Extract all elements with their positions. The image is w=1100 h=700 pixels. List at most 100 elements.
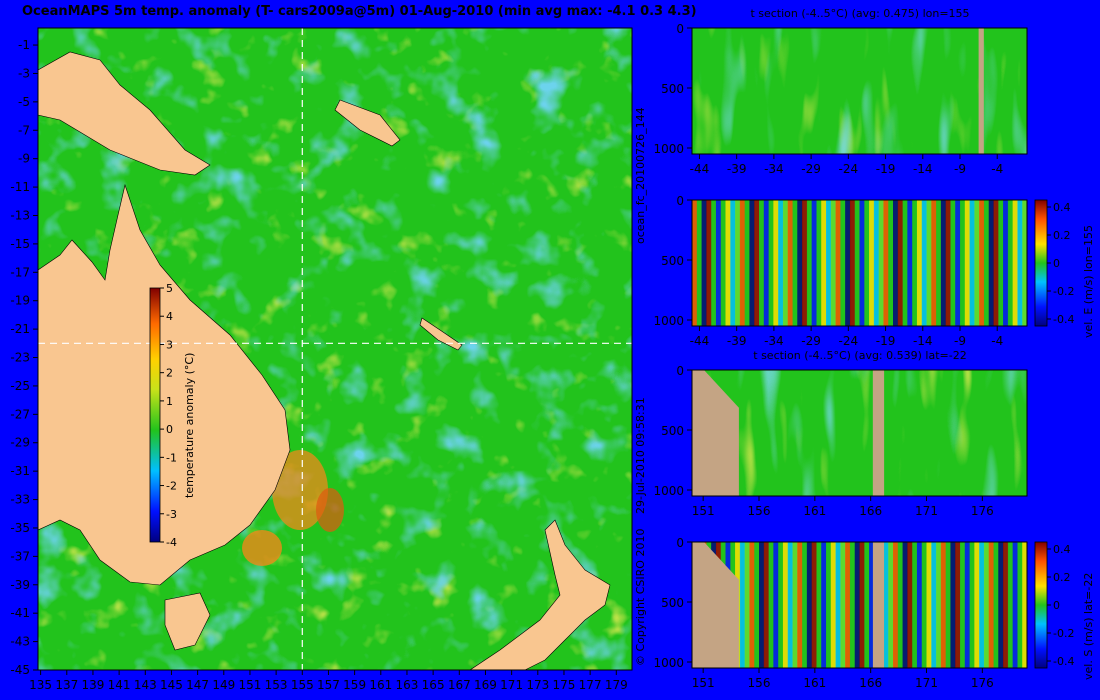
v-section-lon-x-tick-label: -34 [764,334,784,348]
v-section-lat-y-tick-label: 1000 [653,656,684,670]
map-y-tick-label: -25 [10,379,30,393]
map-x-tick-label: 171 [500,678,523,692]
v-section-lon-stripe [902,200,908,326]
v-section-lat-stripe [754,542,760,668]
v-section-lon-stripe [921,200,927,326]
v-section-lon-stripe [854,200,860,326]
t-section-lon: -44 -39 -34 -29 -24 -19 -14 -9 -4 0 500 1000 [653,22,1028,176]
v-section-lat-x-tick-label: 161 [803,676,826,690]
t-section-lat-x-tick-label: 166 [859,504,882,518]
v-section-lat-stripe [893,542,899,668]
v-section-lat-stripe [830,542,837,668]
v-section-lat-stripe [883,542,889,668]
map-colorbar-tick-label: -4 [166,536,177,549]
v-section-lon-stripe [883,200,889,326]
v-section-lon-stripe [821,200,827,326]
v-section-lon-colorbar [1034,199,1048,327]
v-section-lat-colorbar-tick-label: -0.2 [1053,627,1074,640]
map-y-tick-label: -19 [10,294,30,308]
v-section-lat-stripe [1007,542,1014,668]
t-section-lat-x-tick-label: 171 [915,504,938,518]
map-colorbar-tick-label: 4 [166,310,173,323]
v-section-lon-stripe [735,200,741,326]
t-section-lat-x-tick-label: 151 [692,504,715,518]
map-x-tick-label: 145 [160,678,183,692]
t-section-lon-x-tick-label: -4 [991,162,1003,176]
v-section-lon-x-tick-label: -39 [727,334,747,348]
v-section-lon-stripe [845,200,851,326]
v-section-lat-stripe [960,542,966,668]
v-section-lon-colorbar-tick-label: -0.4 [1053,313,1074,326]
map-x-tick-label: 169 [474,678,497,692]
map-x-tick-label: 143 [134,678,157,692]
map-colorbar-ticks: 5 4 3 2 1 0 -1 -2 -3 -4 [160,282,177,549]
t-section-lat-shelf [692,370,739,496]
v-section-lon-stripe [940,200,947,326]
v-section-lat-stripe [897,542,904,668]
map-x-tick-label: 159 [343,678,366,692]
map-y-tick-label: -3 [18,66,30,80]
t-section-lat-cool-field [692,370,1027,496]
v-section-lon-stripe [754,200,760,326]
t-section-lon-y-tick-label: 0 [676,22,684,36]
v-section-lat-stripe [768,542,774,668]
v-section-lon-stripe [864,200,870,326]
v-section-lon: -44 -39 -34 -29 -24 -19 -14 -9 -4 0 500 1000 0.4 0.2 0… [653,194,1074,348]
t-section-lon-x-tick-label: -9 [954,162,966,176]
v-section-lat-stripe [945,542,951,668]
v-section-lon-stripe [907,200,913,326]
v-section-lat-x-tick-label: 166 [859,676,882,690]
v-section-lon-stripe [730,200,736,326]
v-section-lon-stripe [768,200,774,326]
t-section-lat-y-tick-label: 0 [676,364,684,378]
t-section-lon-title: t section (-4..5°C) (avg: 0.475) lon=155 [750,7,970,20]
v-section-lat-y-tick-label: 0 [676,536,684,550]
map-x-tick-label: 151 [239,678,262,692]
t-section-lat-y-tick-label: 500 [661,424,684,438]
v-section-lat-stripe [869,542,875,668]
v-section-lon-stripe [816,200,822,326]
v-section-lon-x-tick-label: -9 [954,334,966,348]
t-section-lat-x-tick-label: 161 [803,504,826,518]
v-section-lon-stripe [945,200,951,326]
map-y-tick-label: -35 [10,521,30,535]
map-x-tick-label: 173 [526,678,549,692]
v-section-lat-stripe [998,542,1004,668]
v-section-lat-stripe [859,542,865,668]
v-section-lat-x-tick-label: 176 [971,676,994,690]
v-section-lat-stripe [792,542,798,668]
v-section-lat-colorbar [1034,541,1048,669]
v-section-lat-stripe [806,542,813,668]
map-x-tick-label: 179 [605,678,628,692]
v-section-lon-stripe [797,200,803,326]
v-section-lon-stripe [950,200,956,326]
v-section-lat-stripe [974,542,980,668]
map-x-tick-label: 165 [422,678,445,692]
map-colorbar-tick-label: 1 [166,395,173,408]
map-colorbar-tick-label: -2 [166,480,177,493]
v-section-lon-stripe [787,200,793,326]
v-section-lat-stripe [926,542,932,668]
v-section-lon-stripe [701,200,707,326]
map-colorbar-tick-label: 3 [166,338,173,351]
map-colorbar-tick-label: 5 [166,282,173,295]
v-section-lon-stripe [969,200,975,326]
map-x-tick-label: 139 [81,678,104,692]
v-section-lon-stripe [811,200,817,326]
map-plot-area [37,27,633,671]
map-chart: 135 137 139 141 143 145 147 149 151 153 155 157 159 1… [10,27,633,692]
map-y-tick-label: -23 [10,351,30,365]
v-section-lon-stripe [893,200,899,326]
v-section-lon-x-tick-label: -44 [690,334,710,348]
map-x-tick-label: 155 [291,678,314,692]
map-x-tick-label: 175 [553,678,576,692]
map-warm-eddy [272,450,328,530]
v-section-lat-stripe [811,542,817,668]
map-y-tick-label: -43 [10,635,30,649]
v-section-lon-stripe [955,200,961,326]
map-y-tick-label: -21 [10,322,30,336]
v-section-lat-stripe [1003,542,1009,668]
v-section-lat-stripe [988,542,994,668]
t-section-lat-frame [691,369,1028,497]
